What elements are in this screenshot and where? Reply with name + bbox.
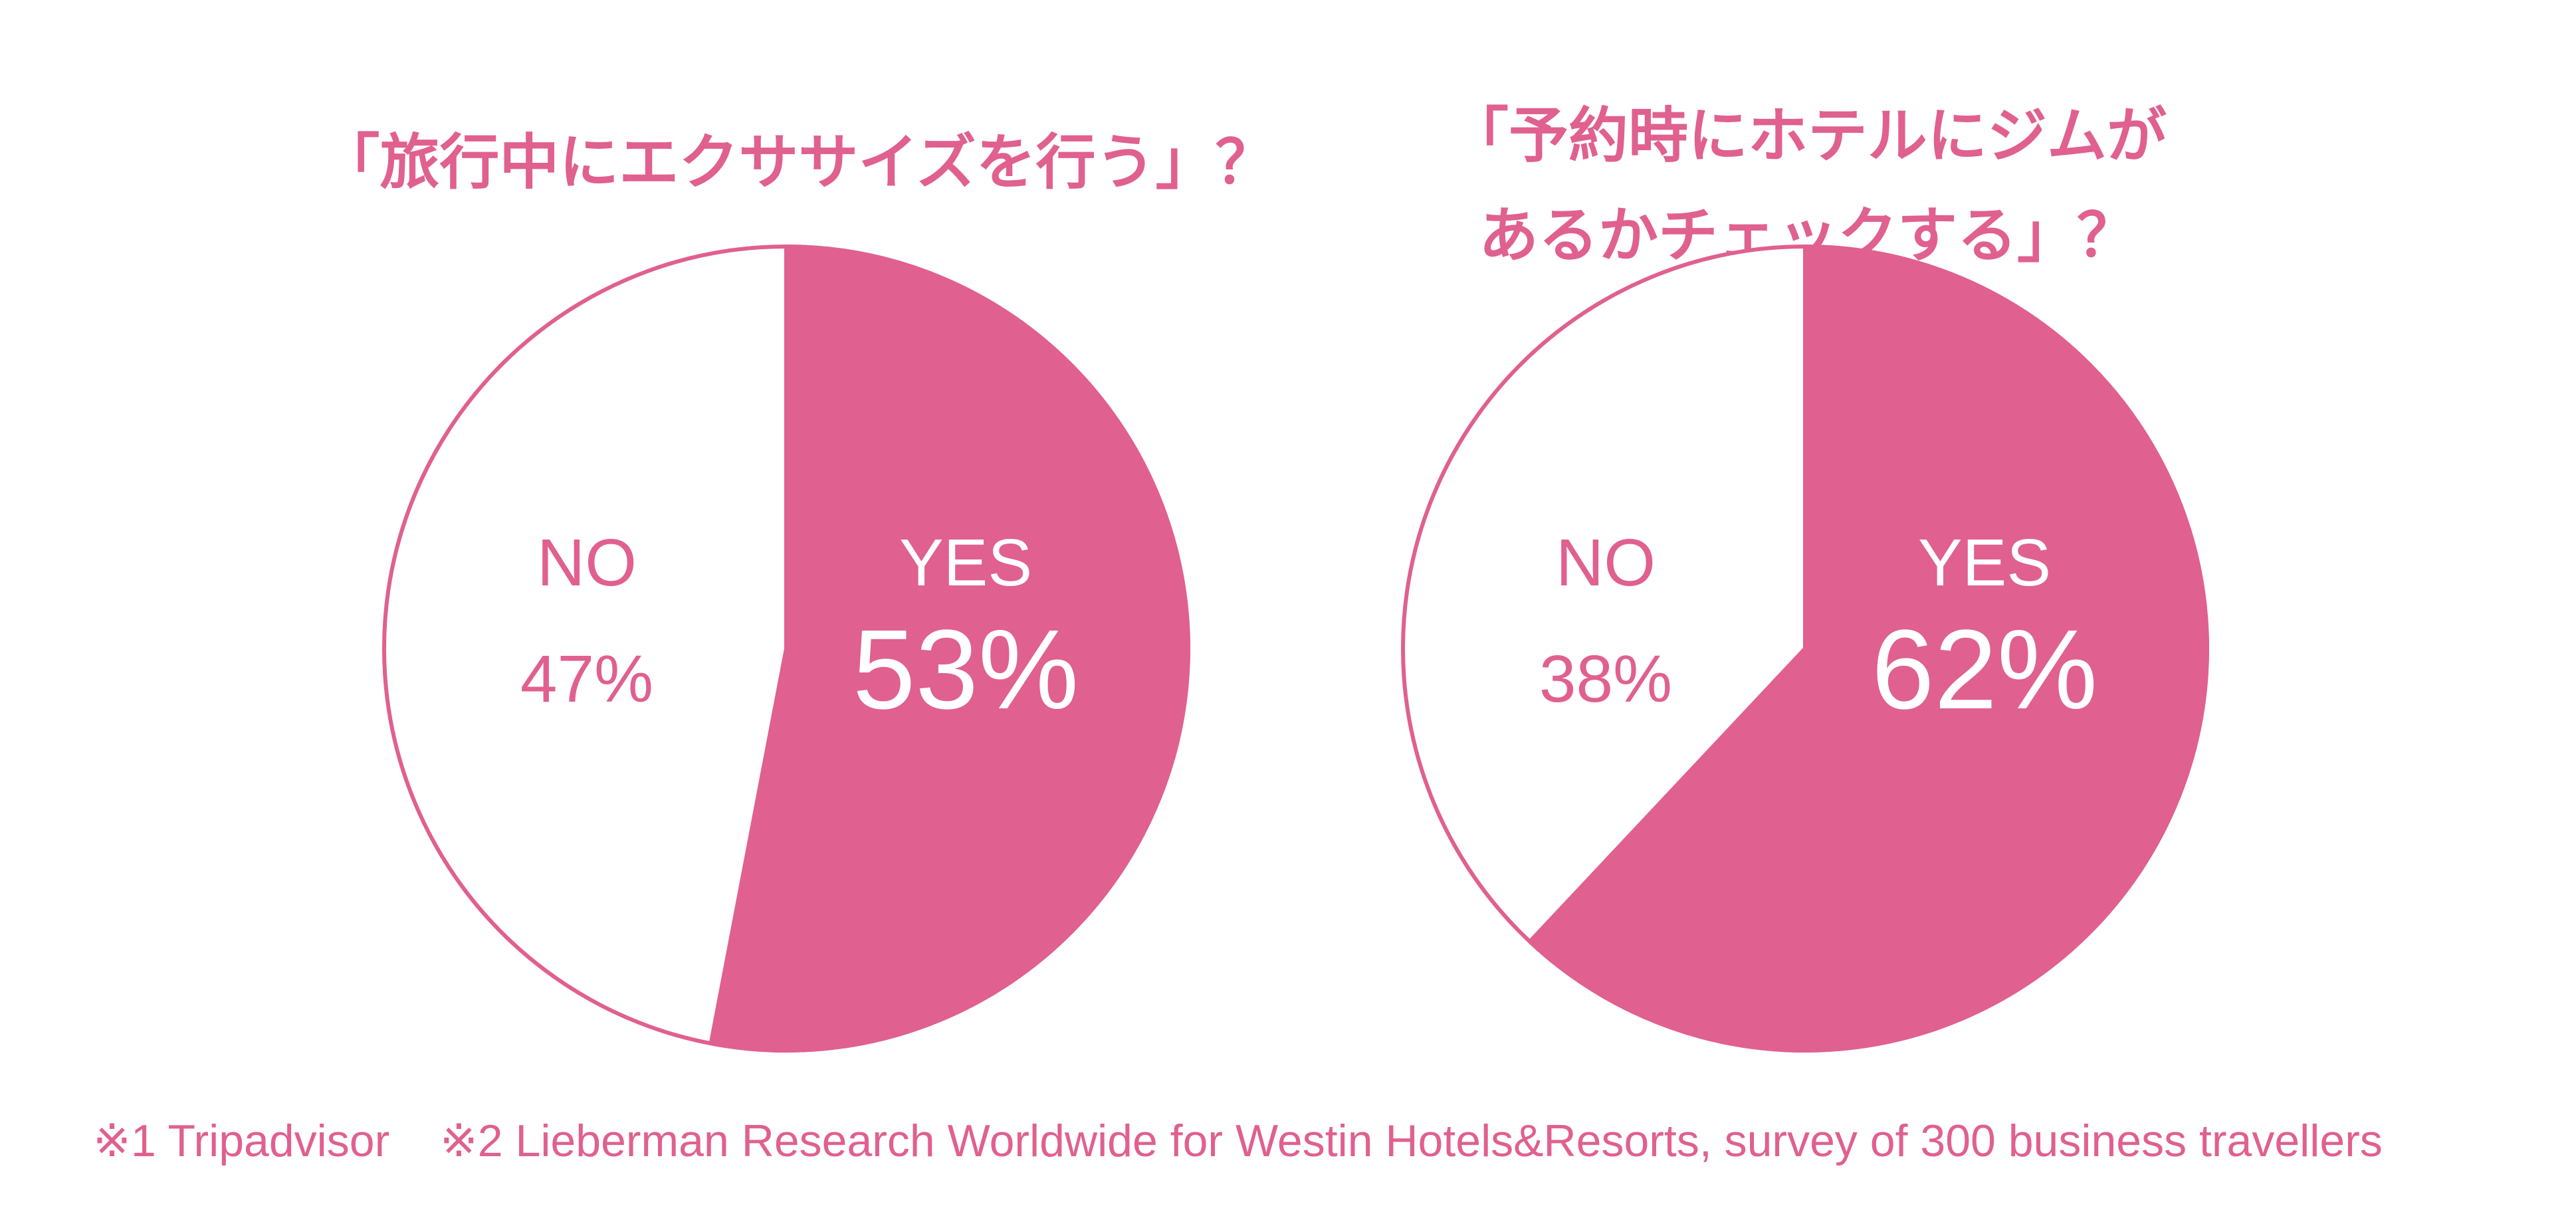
pie-value-no: 47% xyxy=(520,642,653,716)
pie-label-no: NO xyxy=(1556,526,1656,600)
pie-slice-yes xyxy=(708,245,1190,1053)
pie-label-yes: YES xyxy=(1918,526,2051,600)
chart-1-title: 「旅行中にエクササイズを行う」？ xyxy=(320,128,1275,197)
pie-label-no: NO xyxy=(537,526,637,600)
pie-value-yes: 62% xyxy=(1872,607,2097,733)
pie-slice-yes xyxy=(1527,245,2209,1053)
pie-label-yes: YES xyxy=(899,526,1032,600)
chart-2-title: 「予約時にホテルにジムが あるかチェックする」？ xyxy=(1449,101,2167,270)
pie-value-no: 38% xyxy=(1539,642,1672,716)
footnote: ※1 Tripadvisor ※2 Lieberman Research Wor… xyxy=(93,1116,2383,1166)
pie-value-yes: 53% xyxy=(853,607,1079,733)
